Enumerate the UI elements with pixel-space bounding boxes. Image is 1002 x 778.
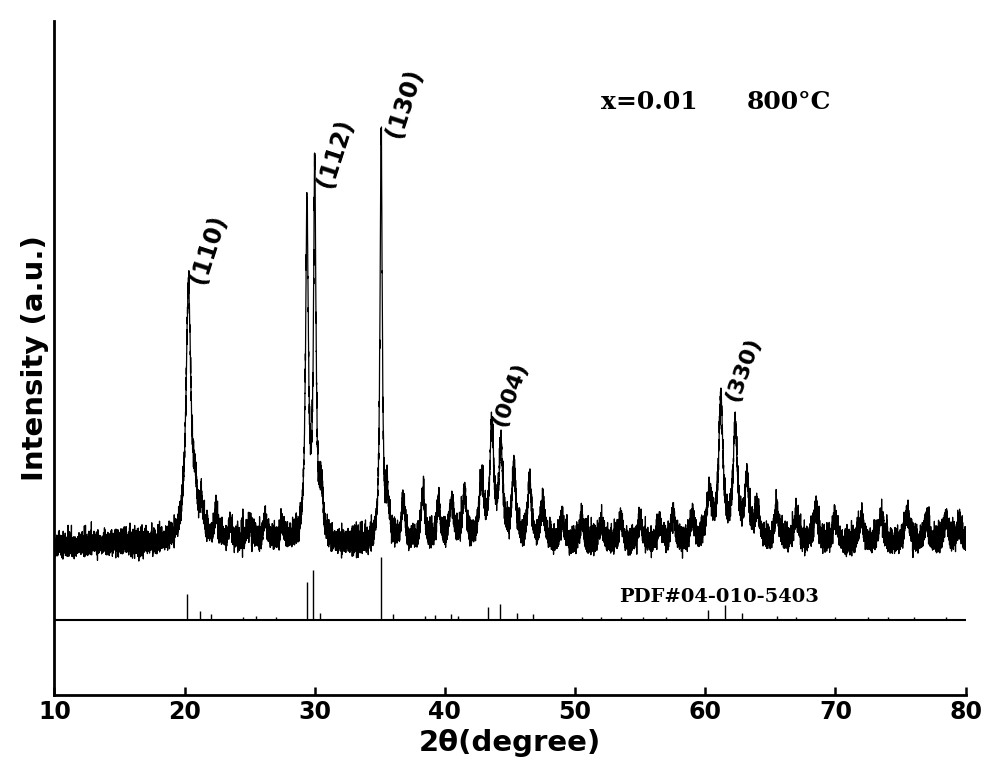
Text: (110): (110) <box>185 212 230 287</box>
Text: (112): (112) <box>313 116 357 191</box>
Y-axis label: Intensity (a.u.): Intensity (a.u.) <box>21 235 49 481</box>
X-axis label: 2θ(degree): 2θ(degree) <box>419 729 600 757</box>
Text: (004): (004) <box>489 360 530 429</box>
Text: x=0.01: x=0.01 <box>600 89 697 114</box>
Text: (130): (130) <box>382 65 427 141</box>
Text: (330): (330) <box>721 335 764 405</box>
Text: PDF#04-010-5403: PDF#04-010-5403 <box>619 588 819 606</box>
Text: 800°C: 800°C <box>746 89 831 114</box>
